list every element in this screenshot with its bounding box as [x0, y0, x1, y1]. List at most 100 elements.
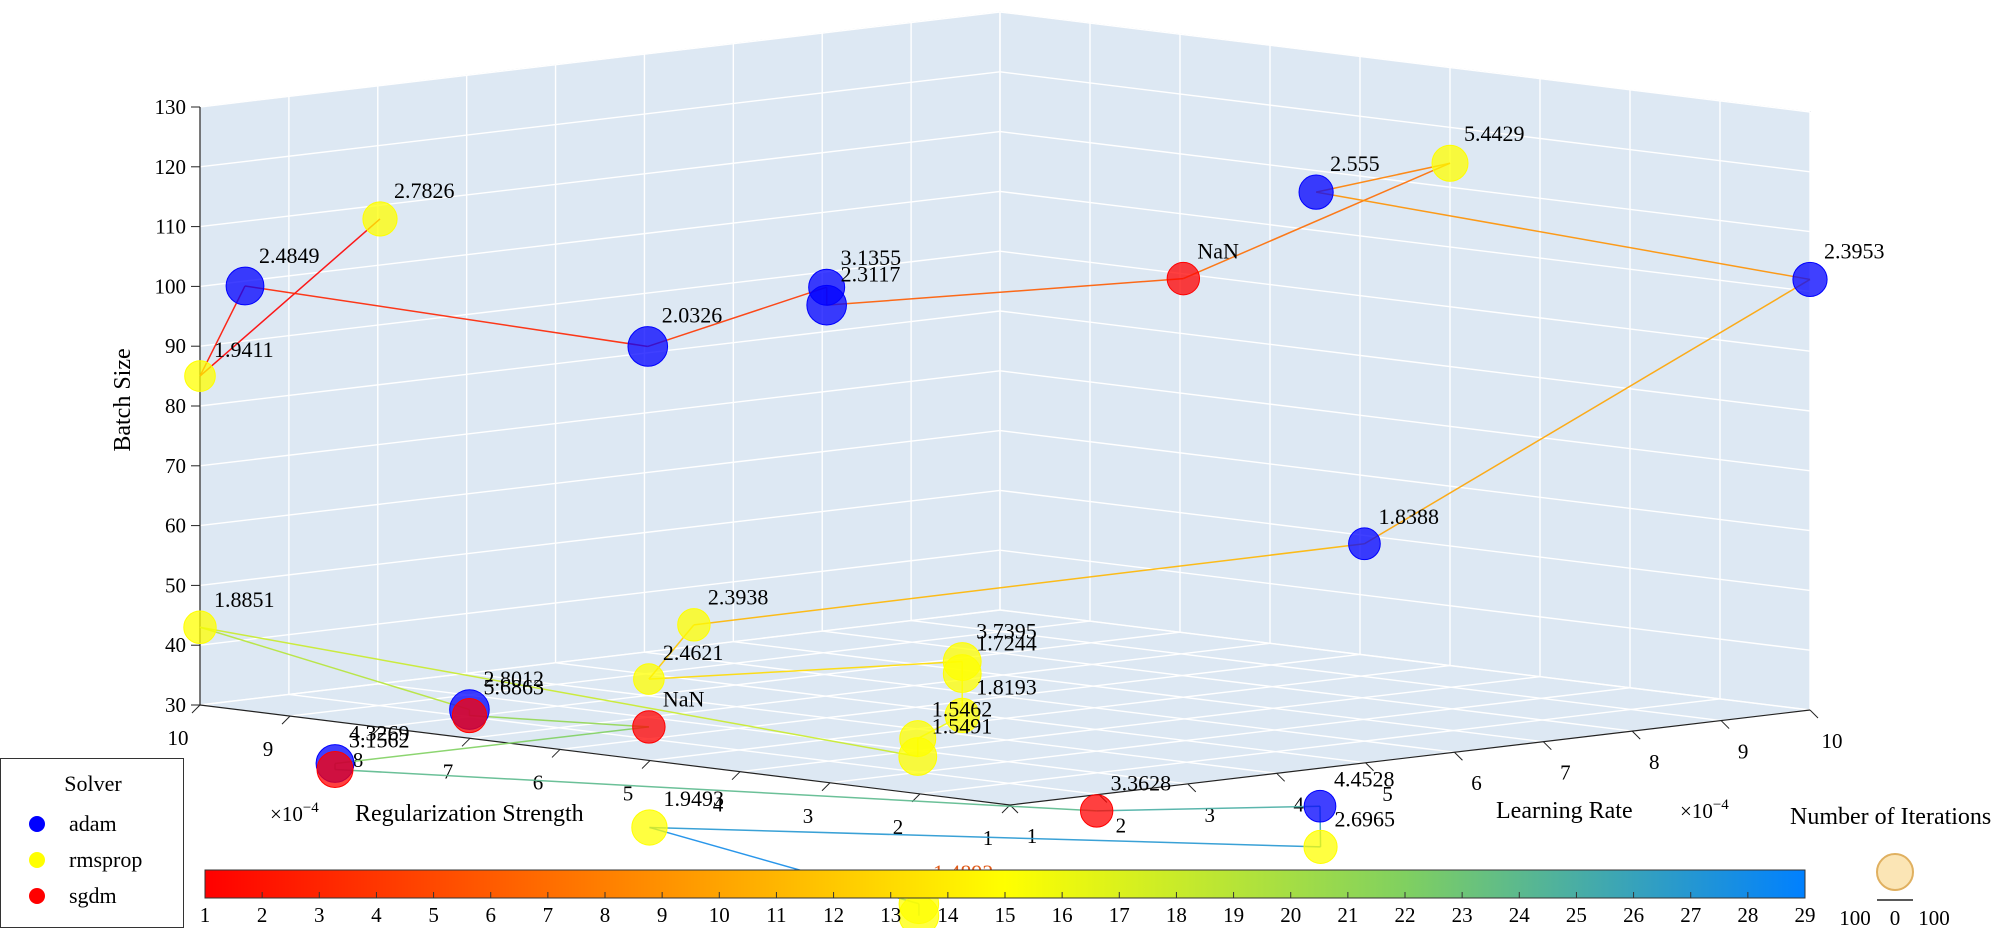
colorbar-tick-label: 21	[1337, 903, 1358, 927]
colorbar-tick-label: 28	[1737, 903, 1758, 927]
point-value-label: 5.6863	[483, 674, 544, 699]
z-tick-label: 120	[155, 155, 187, 179]
point-rmsprop	[362, 201, 398, 237]
x-tick-mark	[1720, 720, 1730, 729]
grid-line	[199, 489, 1001, 587]
z-tick-label: 90	[165, 334, 186, 358]
legend: Solver adam rmsprop sgdm	[0, 758, 184, 928]
point-adam	[1303, 789, 1337, 823]
point-value-label: 2.555	[1330, 151, 1380, 176]
grid-line	[999, 11, 1811, 113]
colorbar-tick-label: 9	[657, 903, 668, 927]
z-tick-label: 40	[165, 633, 186, 657]
point-sgdm	[1166, 261, 1201, 296]
grid-line	[199, 310, 1001, 407]
point-value-label: 1.7244	[976, 631, 1036, 656]
y-tick-label: 5	[623, 782, 634, 806]
point-adam	[627, 326, 669, 367]
point-sgdm	[632, 710, 666, 744]
size-legend-tick: 100	[1918, 906, 1950, 928]
point-value-label: 2.3953	[1824, 238, 1885, 263]
x-tick-label: 6	[1471, 771, 1482, 795]
point-value-label: 2.3117	[841, 261, 901, 286]
point-value-label: 2.3938	[708, 585, 769, 610]
legend-entry-rmsprop: rmsprop	[29, 845, 142, 875]
colorbar-tick-label: 18	[1166, 903, 1187, 927]
colorbar-tick-label: 14	[937, 903, 959, 927]
colorbar-tick-label: 20	[1280, 903, 1301, 927]
colorbar-tick-label: 13	[880, 903, 901, 927]
point-rmsprop	[1431, 144, 1469, 182]
grid-line	[289, 620, 1091, 717]
z-tick-label: 130	[155, 95, 187, 119]
z-tick-label: 80	[165, 394, 186, 418]
trial-connector	[1183, 162, 1451, 280]
point-value-label: 4.4528	[1334, 766, 1395, 791]
legend-title: Solver	[64, 771, 122, 796]
grid-line	[999, 190, 1811, 293]
grid-line	[999, 429, 1811, 532]
colorbar-tick-label: 25	[1566, 903, 1587, 927]
y-tick-label: 7	[443, 759, 454, 783]
grid-line	[739, 675, 1541, 773]
grid-line	[999, 130, 1811, 233]
grid-line	[377, 683, 1188, 785]
colorbar-tick-label: 27	[1680, 903, 1701, 927]
z-tick-label: 110	[155, 215, 186, 239]
trial-connector	[1315, 162, 1451, 193]
x-tick-mark	[1276, 772, 1286, 782]
legend-entry-adam: adam	[29, 809, 117, 839]
trial-connector	[826, 277, 1184, 306]
y-tick-mark	[281, 715, 291, 725]
point-value-label: 1.9493	[663, 786, 724, 811]
grid-line	[199, 11, 1001, 108]
axes-ticks: 1234567891012345678910304050607080901001…	[155, 95, 1843, 850]
trial-connector	[334, 726, 649, 765]
x-tick-label: 3	[1205, 803, 1216, 827]
point-value-label: 1.8193	[976, 674, 1036, 699]
grid-line	[199, 609, 1001, 706]
x-tick-label: 2	[1116, 813, 1127, 837]
x-axis-label: Learning Rate	[1496, 798, 1633, 824]
x-tick-label: 8	[1649, 750, 1660, 774]
grid-line	[644, 651, 1455, 753]
point-value-label: 1.8388	[1378, 504, 1439, 529]
size-legend: Number of Iterations 100 0 100	[1790, 804, 1991, 928]
x-tick-label: 7	[1560, 761, 1571, 785]
trial-connector	[199, 218, 381, 377]
y-tick-label: 9	[263, 737, 274, 761]
point-value-label: 2.4621	[663, 640, 724, 665]
x-tick-mark	[1365, 762, 1374, 772]
trial-connector	[648, 660, 963, 680]
trial-connector	[1096, 805, 1321, 812]
connecting-lines	[199, 162, 1811, 916]
x-tick-mark	[1187, 783, 1197, 793]
y-tick-label: 4	[713, 793, 724, 817]
colorbar-tick-label: 23	[1452, 903, 1473, 927]
point-value-label: 1.8851	[214, 587, 275, 612]
y-tick-mark	[821, 782, 831, 792]
legend-marker	[29, 852, 45, 868]
point-value-label: 4.3269	[349, 721, 410, 746]
grid-line	[999, 250, 1811, 352]
trial-connector	[1315, 191, 1811, 281]
legend-marker	[29, 816, 45, 832]
point-adam	[225, 266, 265, 306]
legend-marker	[29, 888, 45, 904]
grid-line	[919, 698, 1721, 795]
y-axis-line	[199, 704, 1011, 806]
z-tick-label: 100	[155, 274, 187, 298]
colorbar-tick-label: 3	[314, 903, 325, 927]
grid-line	[199, 190, 1001, 288]
trial-connector	[1364, 278, 1811, 545]
grid-line	[829, 687, 1631, 784]
grid-line	[199, 370, 1001, 467]
point-rmsprop	[898, 737, 938, 776]
grid-line	[466, 672, 1277, 775]
point-value-label: NaN	[663, 687, 705, 712]
colorbar-tick-label: 5	[428, 903, 439, 927]
grid-line	[288, 693, 1099, 796]
colorbar: 1 2 3 4 5 6 7 8 9 10 11 12 13 14 15 16 17 18 19 20 21 22 23 24 2…	[200, 869, 1816, 927]
point-value-label: 3.1562	[349, 728, 410, 753]
